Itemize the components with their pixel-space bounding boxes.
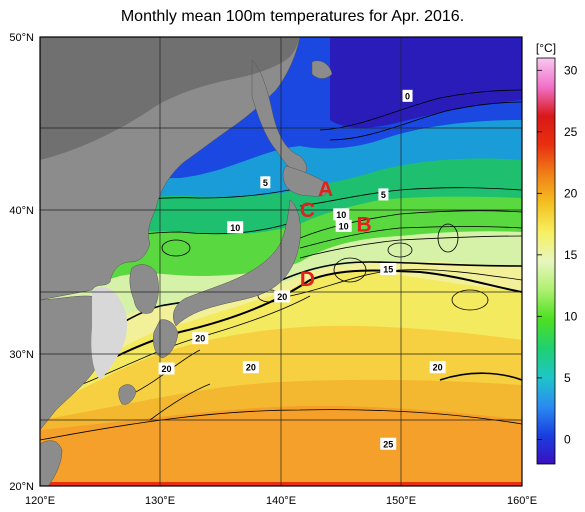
contour-label: 5 xyxy=(381,190,386,200)
contour-label-box xyxy=(274,290,291,303)
contour-label: 20 xyxy=(277,292,287,302)
contour-label-box xyxy=(380,437,397,450)
colorbar-tick-label: 30 xyxy=(564,63,578,77)
region-label-c: C xyxy=(300,199,315,222)
colorbar-tick-label: 20 xyxy=(564,186,578,200)
colorbar-tick-label: 0 xyxy=(564,432,571,446)
contour-label-box xyxy=(380,263,397,276)
contour-label: 20 xyxy=(246,363,256,373)
contour-label: 20 xyxy=(162,364,172,374)
colorbar-tick-label: 25 xyxy=(564,125,578,139)
colorbar-tick-label: 15 xyxy=(564,248,578,262)
korea xyxy=(129,264,159,314)
map-plot-area xyxy=(40,37,522,486)
contour-label: 10 xyxy=(230,223,240,233)
contour-label-box xyxy=(242,361,259,374)
colorbar-unit: [°C] xyxy=(536,41,556,55)
contour-label: 20 xyxy=(195,334,205,344)
lat-label-40: 40°N xyxy=(9,205,34,217)
lon-label-120: 120°E xyxy=(25,495,55,507)
contour-label-box xyxy=(378,188,389,201)
colorbar-tick-label: 10 xyxy=(564,309,578,323)
contour-label-box xyxy=(335,219,352,232)
contour-label-box xyxy=(402,89,413,102)
lon-label-140: 140°E xyxy=(266,495,296,507)
contour-label-box xyxy=(158,362,175,375)
lat-label-50: 50°N xyxy=(9,32,34,44)
contour-label: 15 xyxy=(383,265,393,275)
honshu xyxy=(173,199,301,327)
contour-label: 5 xyxy=(263,178,268,188)
philippines-luzon xyxy=(40,440,63,486)
shallow-shelf-area xyxy=(91,287,128,380)
contour-label-box xyxy=(227,221,244,234)
taiwan xyxy=(118,384,137,405)
contour-label-box xyxy=(333,208,350,221)
contour-label-box xyxy=(192,332,209,345)
sakhalin xyxy=(251,59,307,177)
contour-label-box xyxy=(260,176,271,189)
contour-label-box xyxy=(429,361,446,374)
lat-axis: 50°N 40°N 30°N 20°N xyxy=(9,32,34,493)
contour-label: 0 xyxy=(405,91,410,101)
contour-label: 25 xyxy=(383,439,393,449)
contour-label: 10 xyxy=(339,221,349,231)
kyushu xyxy=(153,319,179,359)
colorbar-scale xyxy=(536,57,556,465)
lon-label-150: 150°E xyxy=(386,495,416,507)
region-label-a: A xyxy=(318,178,333,201)
sea-band-cold xyxy=(330,37,522,128)
lon-label-160: 160°E xyxy=(507,495,537,507)
lat-label-30: 30°N xyxy=(9,349,34,361)
page-title: Monthly mean 100m temperatures for Apr. … xyxy=(120,8,465,25)
lon-label-130: 130°E xyxy=(145,495,175,507)
map-frame xyxy=(39,36,523,487)
kuril-islands xyxy=(311,60,333,79)
region-labels: A B C D xyxy=(300,178,372,291)
region-label-b: B xyxy=(357,213,372,236)
region-label-d: D xyxy=(300,268,315,291)
contour-label: 20 xyxy=(433,363,443,373)
inland-shading xyxy=(40,37,300,160)
lat-label-20: 20°N xyxy=(9,481,34,493)
colorbar-tick-label: 5 xyxy=(564,371,571,385)
hokkaido xyxy=(282,165,329,197)
colorbar: [°C] 30 25 20 15 10 5 0 xyxy=(536,41,578,465)
lon-axis: 120°E 130°E 140°E 150°E 160°E xyxy=(25,495,537,507)
contour-label: 10 xyxy=(336,210,346,220)
